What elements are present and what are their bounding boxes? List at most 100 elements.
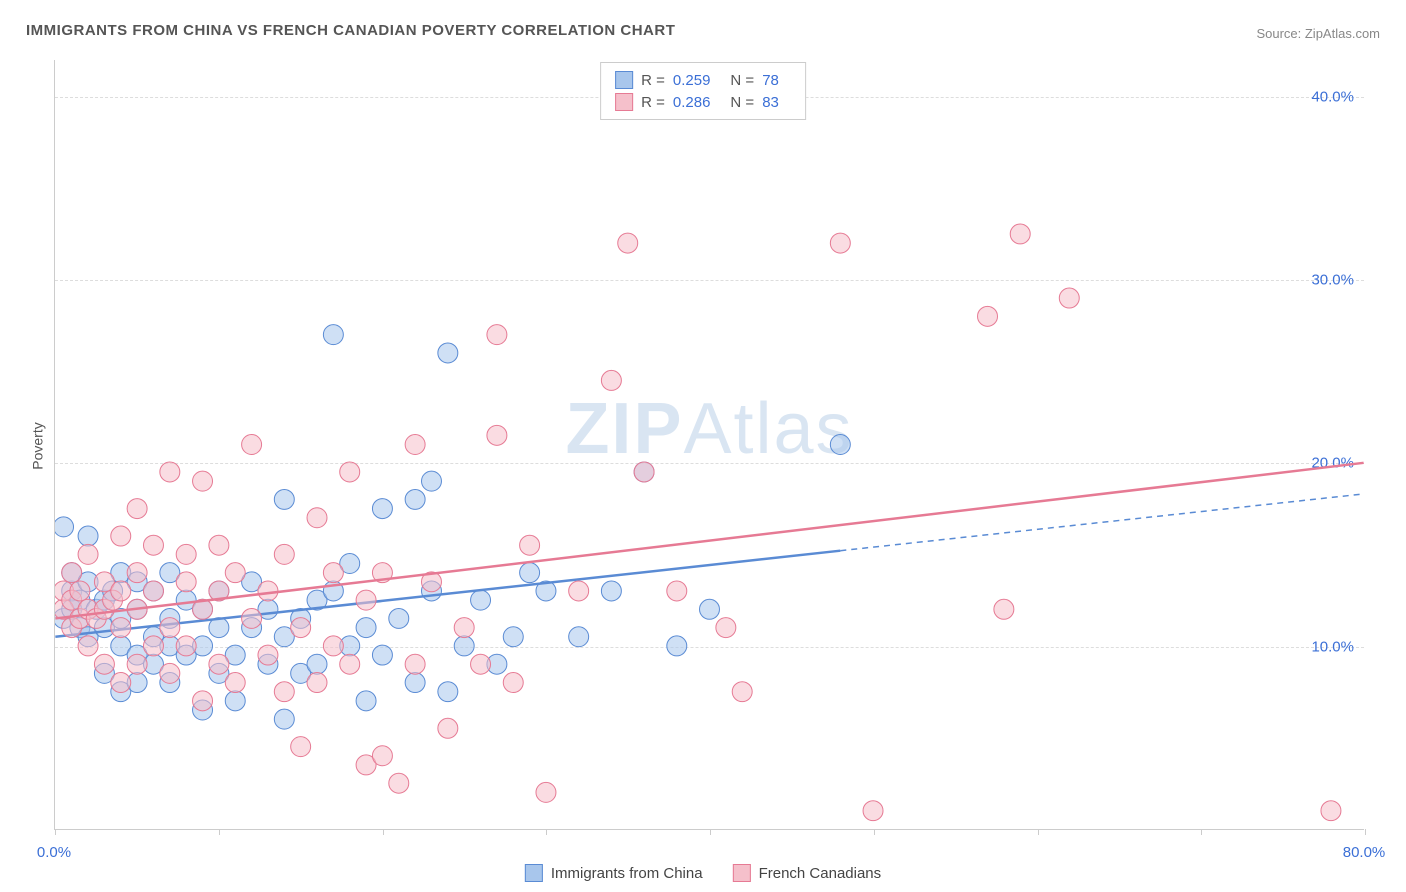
xtick <box>710 829 711 835</box>
data-point <box>978 306 998 326</box>
xtick <box>874 829 875 835</box>
source-label: Source: ZipAtlas.com <box>1256 26 1380 41</box>
data-point <box>160 663 180 683</box>
data-point <box>242 435 262 455</box>
data-point <box>438 682 458 702</box>
y-axis-label: Poverty <box>30 422 46 469</box>
data-point <box>127 499 147 519</box>
xtick <box>1201 829 1202 835</box>
data-point <box>78 526 98 546</box>
data-point <box>1321 801 1341 821</box>
data-point <box>372 645 392 665</box>
data-point <box>225 691 245 711</box>
data-point <box>127 563 147 583</box>
data-point <box>143 581 163 601</box>
r-label: R = <box>641 94 665 111</box>
data-point <box>307 508 327 528</box>
r-value-china: 0.259 <box>673 72 711 89</box>
data-point <box>389 608 409 628</box>
data-point <box>438 718 458 738</box>
data-point <box>78 636 98 656</box>
data-point <box>1059 288 1079 308</box>
data-point <box>274 709 294 729</box>
data-point <box>634 462 654 482</box>
r-label: R = <box>641 72 665 89</box>
xtick <box>55 829 56 835</box>
data-point <box>389 773 409 793</box>
data-point <box>601 581 621 601</box>
data-point <box>323 325 343 345</box>
data-point <box>830 233 850 253</box>
legend-label-french: French Canadians <box>759 865 882 882</box>
data-point <box>716 618 736 638</box>
data-point <box>111 526 131 546</box>
data-point <box>94 654 114 674</box>
data-point <box>405 435 425 455</box>
data-point <box>143 535 163 555</box>
data-point <box>454 636 474 656</box>
data-point <box>291 618 311 638</box>
data-point <box>830 435 850 455</box>
data-point <box>520 535 540 555</box>
xtick <box>1038 829 1039 835</box>
data-point <box>372 499 392 519</box>
data-point <box>111 673 131 693</box>
trendline <box>55 463 1363 619</box>
data-point <box>193 691 213 711</box>
data-point <box>618 233 638 253</box>
legend-label-china: Immigrants from China <box>551 865 703 882</box>
data-point <box>1010 224 1030 244</box>
data-point <box>340 462 360 482</box>
plot-area: ZIPAtlas 10.0%20.0%30.0%40.0% <box>54 60 1364 830</box>
data-point <box>291 737 311 757</box>
data-point <box>487 325 507 345</box>
legend-row-china: R = 0.259 N = 78 <box>615 69 791 91</box>
swatch-french-icon <box>733 864 751 882</box>
legend-item-china: Immigrants from China <box>525 864 703 882</box>
data-point <box>536 782 556 802</box>
xtick-label: 0.0% <box>37 844 71 861</box>
data-point <box>454 618 474 638</box>
data-point <box>323 563 343 583</box>
xtick-label: 80.0% <box>1343 844 1386 861</box>
data-point <box>503 673 523 693</box>
data-point <box>487 425 507 445</box>
data-point <box>340 654 360 674</box>
scatter-svg <box>55 60 1364 829</box>
data-point <box>471 654 491 674</box>
data-point <box>127 654 147 674</box>
data-point <box>667 636 687 656</box>
data-point <box>258 581 278 601</box>
data-point <box>209 535 229 555</box>
data-point <box>62 563 82 583</box>
data-point <box>258 645 278 665</box>
legend-series: Immigrants from China French Canadians <box>525 864 881 882</box>
data-point <box>274 544 294 564</box>
swatch-china-icon <box>525 864 543 882</box>
data-point <box>160 618 180 638</box>
data-point <box>700 599 720 619</box>
data-point <box>111 618 131 638</box>
data-point <box>176 572 196 592</box>
swatch-china <box>615 71 633 89</box>
r-value-french: 0.286 <box>673 94 711 111</box>
legend-item-french: French Canadians <box>733 864 882 882</box>
swatch-french <box>615 93 633 111</box>
data-point <box>356 618 376 638</box>
data-point <box>193 471 213 491</box>
xtick <box>1365 829 1366 835</box>
data-point <box>225 563 245 583</box>
data-point <box>405 489 425 509</box>
data-point <box>356 691 376 711</box>
data-point <box>78 544 98 564</box>
data-point <box>143 636 163 656</box>
data-point <box>994 599 1014 619</box>
legend-row-french: R = 0.286 N = 83 <box>615 91 791 113</box>
xtick <box>383 829 384 835</box>
data-point <box>732 682 752 702</box>
n-label: N = <box>730 72 754 89</box>
data-point <box>863 801 883 821</box>
data-point <box>307 654 327 674</box>
trendline-dashed <box>840 494 1363 551</box>
data-point <box>438 343 458 363</box>
